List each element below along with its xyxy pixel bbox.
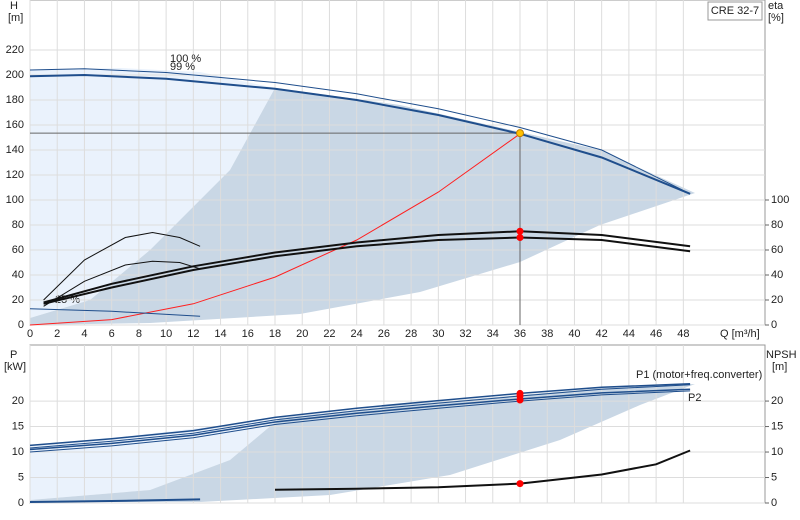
y2-tick-label: 20 <box>771 294 783 306</box>
y-tick-label: 5 <box>18 471 24 483</box>
y2-tick-label: 15 <box>771 420 783 432</box>
y-tick-label: 20 <box>12 395 24 407</box>
y-tick-label: 40 <box>12 269 24 281</box>
y-tick-label: 180 <box>6 94 24 106</box>
y-tick-label: 120 <box>6 169 24 181</box>
y-tick-label: 140 <box>6 144 24 156</box>
y2-tick-label: 20 <box>771 395 783 407</box>
y-tick-label: 10 <box>12 446 24 458</box>
series-label: P1 (motor+freq.converter) <box>636 369 762 381</box>
x-tick-label: 6 <box>109 328 115 340</box>
x-tick-label: 4 <box>81 328 87 340</box>
x-tick-label: 14 <box>214 328 226 340</box>
series-line <box>274 449 691 491</box>
duty-point <box>516 234 524 241</box>
duty-point <box>516 227 524 235</box>
y-axis-unit: [m] <box>8 12 23 24</box>
y2-axis-label: eta <box>768 0 784 12</box>
x-tick-label: 44 <box>623 328 635 340</box>
series-line <box>29 68 691 195</box>
y-tick-label: 0 <box>18 497 24 509</box>
x-tick-label: 34 <box>487 328 499 340</box>
x-tick-label: 20 <box>296 328 308 340</box>
chart-title: CRE 32-7 <box>711 5 759 17</box>
x-tick-label: 26 <box>378 328 390 340</box>
y-axis-unit: [kW] <box>4 361 26 373</box>
y2-tick-label: 40 <box>771 269 783 281</box>
x-tick-label: 16 <box>242 328 254 340</box>
y-tick-label: 160 <box>6 119 24 131</box>
x-tick-label: 38 <box>541 328 553 340</box>
range-light <box>30 418 280 500</box>
y-tick-label: 80 <box>12 219 24 231</box>
series-line <box>29 388 691 451</box>
y-axis-label: P <box>10 349 17 361</box>
y2-tick-label: 100 <box>771 194 789 206</box>
series-line <box>29 133 521 326</box>
series-line <box>43 236 691 305</box>
series-line <box>29 390 691 453</box>
y2-axis-unit: [%] <box>768 12 784 24</box>
duty-point <box>516 480 524 488</box>
y2-axis-label: NPSH <box>766 349 797 361</box>
series-line <box>29 73 691 195</box>
duty-point <box>516 129 524 138</box>
x-tick-label: 48 <box>677 328 689 340</box>
range-shade <box>30 384 695 502</box>
x-tick-label: 0 <box>27 328 33 340</box>
series-label: 100 % <box>170 53 201 65</box>
x-tick-label: 28 <box>405 328 417 340</box>
y-tick-label: 15 <box>12 420 24 432</box>
x-tick-label: 12 <box>187 328 199 340</box>
y2-tick-label: 5 <box>771 471 777 483</box>
series-line <box>43 231 201 301</box>
y-tick-label: 60 <box>12 244 24 256</box>
series-line <box>29 498 201 503</box>
x-tick-label: 8 <box>136 328 142 340</box>
y-tick-label: 20 <box>12 294 24 306</box>
x-tick-label: 10 <box>160 328 172 340</box>
range-light <box>30 68 275 318</box>
series-line <box>29 382 691 447</box>
x-tick-label: 46 <box>650 328 662 340</box>
duty-point <box>516 396 524 404</box>
y2-axis-unit: [m] <box>772 361 787 373</box>
series-label: P2 <box>688 392 701 404</box>
y2-tick-label: 60 <box>771 244 783 256</box>
y-tick-label: 100 <box>6 194 24 206</box>
x-tick-label: 32 <box>459 328 471 340</box>
y-tick-label: 0 <box>18 319 24 331</box>
title-box <box>707 1 763 21</box>
x-tick-label: 24 <box>351 328 363 340</box>
x-tick-label: 40 <box>568 328 580 340</box>
x-tick-label: 36 <box>514 328 526 340</box>
x-tick-label: 18 <box>269 328 281 340</box>
series-line <box>43 260 201 307</box>
y-tick-label: 200 <box>6 69 24 81</box>
y2-tick-label: 10 <box>771 446 783 458</box>
y2-tick-label: 0 <box>771 497 777 509</box>
x-tick-label: 2 <box>54 328 60 340</box>
x-tick-label: 22 <box>323 328 335 340</box>
x-axis-label: Q [m³/h] <box>720 328 760 340</box>
series-line <box>43 230 691 304</box>
series-line <box>29 308 201 317</box>
x-tick-label: 42 <box>596 328 608 340</box>
y2-tick-label: 80 <box>771 219 783 231</box>
x-tick-label: 30 <box>432 328 444 340</box>
y2-tick-label: 0 <box>771 319 777 331</box>
series-line <box>29 384 691 449</box>
y-tick-label: 220 <box>6 44 24 56</box>
series-label: 99 % <box>170 61 195 73</box>
y-axis-label: H <box>10 0 18 12</box>
